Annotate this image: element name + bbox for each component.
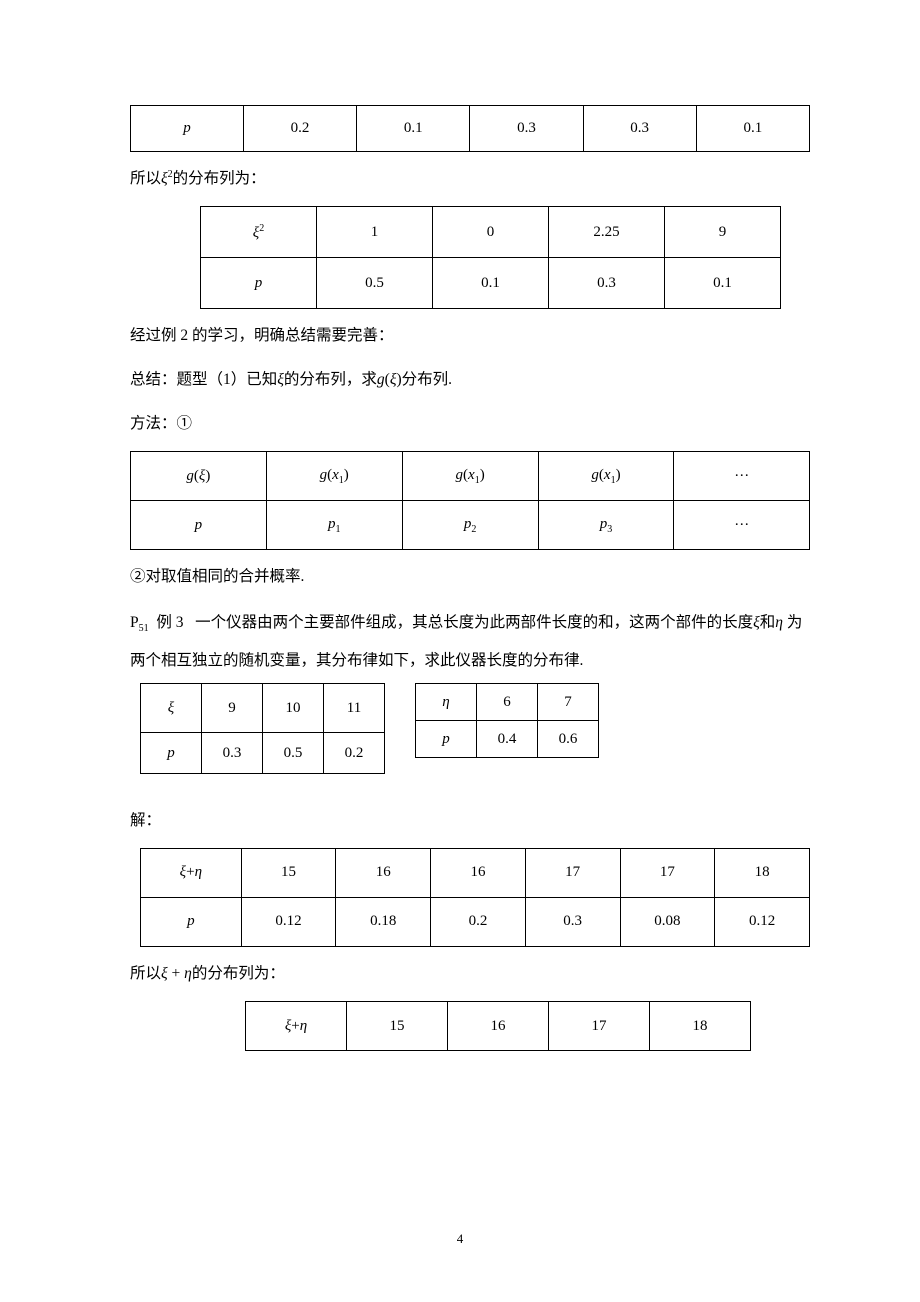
prob-table-2: ξ2 1 0 2.25 9 p 0.5 0.1 0.3 0.1 (200, 206, 781, 309)
cell: 0.3 (583, 106, 696, 152)
cell: 0 (433, 207, 549, 258)
prob-table-1: p 0.2 0.1 0.3 0.3 0.1 (130, 105, 810, 152)
cell: 0.3 (549, 258, 665, 309)
cell: ··· (674, 501, 810, 550)
cell: p (187, 913, 195, 929)
paragraph: P51 例 3 一个仪器由两个主要部件组成，其总长度为此两部件长度的和，这两个部… (130, 604, 810, 773)
cell: 0.3 (202, 732, 263, 773)
cell: 0.5 (263, 732, 324, 773)
document-page: p 0.2 0.1 0.3 0.3 0.1 所以ξ2的分布列为： ξ2 1 0 … (0, 0, 920, 1302)
content-area: p 0.2 0.1 0.3 0.3 0.1 所以ξ2的分布列为： ξ2 1 0 … (0, 0, 920, 1051)
cell: 17 (620, 848, 715, 897)
paragraph: ②对取值相同的合并概率. (130, 560, 810, 594)
cell: 16 (431, 848, 526, 897)
text: 的分布列为： (173, 170, 266, 187)
eta-table: η 6 7 p 0.4 0.6 (415, 683, 599, 758)
cell: 0.2 (243, 106, 356, 152)
cell: 18 (650, 1002, 751, 1051)
cell: 0.1 (433, 258, 549, 309)
cell: 16 (336, 848, 431, 897)
cell: 0.2 (431, 897, 526, 946)
sum-table: ξ+η 15 16 16 17 17 18 p 0.12 0.18 0.2 0.… (140, 848, 810, 947)
method-table: g(ξ) g(x1) g(x1) g(x1) ··· p p1 p2 p3 ··… (130, 451, 810, 550)
paragraph: 所以ξ + η的分布列为： (130, 957, 810, 991)
paragraph: 总结：题型（1）已知ξ的分布列，求g(ξ)分布列. (130, 363, 810, 397)
cell: 0.18 (336, 897, 431, 946)
text: 所以 (130, 170, 161, 187)
cell: 7 (538, 683, 599, 720)
cell: p (255, 275, 263, 291)
cell: ··· (674, 452, 810, 501)
xi-table: ξ 9 10 11 p 0.3 0.5 0.2 (140, 683, 385, 774)
paragraph: 方法：① (130, 407, 810, 441)
text: 51 (139, 624, 149, 635)
cell: 0.12 (241, 897, 336, 946)
cell: p (167, 745, 175, 761)
cell: 0.2 (324, 732, 385, 773)
cell: 2.25 (549, 207, 665, 258)
cell: 17 (525, 848, 620, 897)
cell: 0.1 (357, 106, 470, 152)
text: 的分布列为： (192, 965, 285, 982)
cell: 0.1 (696, 106, 809, 152)
text: 总结：题型（1）已知 (130, 371, 277, 388)
cell: p (442, 731, 450, 747)
cell: 0.12 (715, 897, 810, 946)
cell: 16 (448, 1002, 549, 1051)
cell: ξ (168, 700, 174, 716)
sum-dist-table: ξ+η 15 16 17 18 (245, 1001, 751, 1051)
cell: η (442, 694, 449, 710)
paragraph: 经过例 2 的学习，明确总结需要完善： (130, 319, 810, 353)
cell: 1 (317, 207, 433, 258)
cell: 0.08 (620, 897, 715, 946)
cell: 15 (241, 848, 336, 897)
cell: 9 (202, 683, 263, 732)
text: 所以 (130, 965, 161, 982)
cell: 0.1 (665, 258, 781, 309)
paragraph: 所以ξ2的分布列为： (130, 162, 810, 196)
cell: 18 (715, 848, 810, 897)
cell: 10 (263, 683, 324, 732)
cell: 0.4 (477, 720, 538, 757)
cell: 0.5 (317, 258, 433, 309)
cell: 17 (549, 1002, 650, 1051)
text: 的分布列，求 (284, 371, 377, 388)
cell: 15 (347, 1002, 448, 1051)
cell: 11 (324, 683, 385, 732)
text: 分布列. (402, 371, 452, 388)
cell: 0.6 (538, 720, 599, 757)
paragraph: 解： (130, 804, 810, 838)
page-number: 4 (0, 1231, 920, 1247)
cell: 6 (477, 683, 538, 720)
cell: p (183, 120, 191, 136)
cell: 0.3 (470, 106, 583, 152)
cell: 9 (665, 207, 781, 258)
cell: 0.3 (525, 897, 620, 946)
